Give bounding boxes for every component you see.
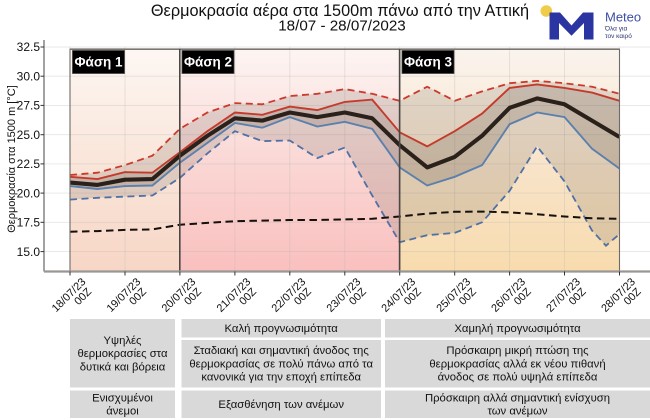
svg-text:άνεμοι: άνεμοι [106, 406, 139, 418]
svg-text:27.5: 27.5 [17, 99, 41, 113]
svg-text:32.5: 32.5 [17, 40, 41, 54]
svg-text:Χαμηλή προγνωσιμότητα: Χαμηλή προγνωσιμότητα [454, 323, 581, 335]
svg-text:Υψηλές: Υψηλές [103, 335, 142, 347]
svg-text:Πρόσκαιρη αλλά σημαντική ενίσχ: Πρόσκαιρη αλλά σημαντική ενίσχυση [425, 393, 610, 405]
svg-text:των ανέμων: των ανέμων [487, 406, 547, 418]
svg-text:15.0: 15.0 [17, 245, 41, 259]
svg-text:Ενισχυμένοι: Ενισχυμένοι [92, 393, 153, 405]
svg-text:30.0: 30.0 [17, 69, 41, 83]
svg-text:Θερμοκρασία αέρα στα 1500m πάν: Θερμοκρασία αέρα στα 1500m πάνω από την … [151, 2, 529, 20]
svg-text:Φάση 1: Φάση 1 [74, 55, 123, 70]
svg-text:Φάση 3: Φάση 3 [404, 55, 453, 70]
svg-text:20.0: 20.0 [17, 186, 41, 200]
svg-text:Σταδιακή και σημαντική άνοδος: Σταδιακή και σημαντική άνοδος της [194, 345, 370, 357]
svg-text:θερμοκρασίες στα: θερμοκρασίες στα [77, 348, 168, 360]
svg-text:τον καιρό: τον καιρό [605, 32, 632, 40]
svg-text:Εξασθένηση των ανέμων: Εξασθένηση των ανέμων [218, 399, 344, 411]
svg-text:δυτικά και βόρεια: δυτικά και βόρεια [80, 361, 166, 373]
svg-text:17.5: 17.5 [17, 216, 41, 230]
svg-text:Όλα για: Όλα για [604, 26, 627, 33]
svg-text:θερμοκρασίας αλλά εκ νέου πιθα: θερμοκρασίας αλλά εκ νέου πιθανή [429, 358, 605, 370]
svg-text:18/07 - 28/07/2023: 18/07 - 28/07/2023 [278, 18, 406, 35]
svg-text:άνοδος σε πολύ υψηλά επίπεδα: άνοδος σε πολύ υψηλά επίπεδα [438, 372, 598, 384]
svg-text:22.5: 22.5 [17, 157, 41, 171]
svg-text:Πρόσκαιρη μικρή πτώση της: Πρόσκαιρη μικρή πτώση της [446, 345, 589, 357]
svg-text:Meteo: Meteo [605, 10, 641, 25]
svg-text:25.0: 25.0 [17, 128, 41, 142]
svg-text:Φάση 2: Φάση 2 [184, 55, 232, 70]
svg-text:κανονικά για την εποχή επίπεδα: κανονικά για την εποχή επίπεδα [201, 372, 361, 384]
svg-text:θερμοκρασίας σε πολύ πάνω από: θερμοκρασίας σε πολύ πάνω από τα [189, 358, 373, 370]
svg-text:Θερμοκρασία στα 1500 m [°C]: Θερμοκρασία στα 1500 m [°C] [6, 85, 18, 233]
svg-text:Καλή προγνωσιμότητα: Καλή προγνωσιμότητα [225, 323, 339, 335]
